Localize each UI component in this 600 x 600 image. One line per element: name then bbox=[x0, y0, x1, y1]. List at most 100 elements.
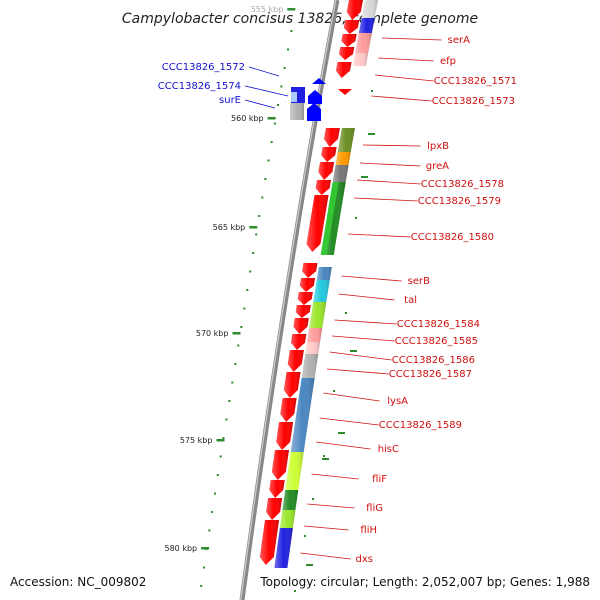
ring-dot bbox=[208, 529, 211, 532]
ring-dot bbox=[225, 418, 228, 421]
leader-line bbox=[341, 275, 402, 282]
gene-label-forward: CCC13826_1585 bbox=[395, 336, 478, 347]
ring-dot bbox=[270, 141, 273, 143]
leader-line bbox=[359, 162, 421, 167]
minor-tick bbox=[306, 564, 313, 566]
leader-line bbox=[375, 74, 434, 82]
major-tick bbox=[287, 8, 296, 11]
major-tick bbox=[216, 439, 225, 442]
tick-label: 570 kbp bbox=[196, 329, 229, 338]
gene-label-forward: hisC bbox=[378, 444, 399, 455]
ring-dot bbox=[222, 437, 225, 439]
leader-line bbox=[326, 368, 389, 375]
gene-label-forward: dxs bbox=[356, 554, 373, 565]
leader-line bbox=[338, 293, 395, 301]
gene-label-forward: fliH bbox=[360, 525, 377, 536]
leader-line bbox=[334, 319, 397, 325]
ring-dot bbox=[287, 48, 290, 51]
ring-dot bbox=[304, 535, 306, 537]
ring-dot bbox=[219, 455, 222, 458]
ring-dot bbox=[273, 122, 276, 125]
ring-dot bbox=[261, 196, 264, 199]
forward-gene-arrow bbox=[338, 89, 352, 95]
ring-dot bbox=[243, 307, 246, 310]
gene-label-forward: tal bbox=[404, 295, 417, 306]
gene-label-forward: fliF bbox=[372, 474, 387, 485]
ring-dot bbox=[371, 90, 373, 92]
ring-dot bbox=[246, 289, 249, 291]
ring-dot bbox=[211, 511, 214, 513]
gene-label-forward: lysA bbox=[387, 396, 408, 407]
gene-label-forward: CCC13826_1584 bbox=[397, 319, 480, 330]
gene-label-reverse: CCC13826_1574 bbox=[158, 81, 241, 92]
ring-dot bbox=[237, 344, 240, 347]
gene-label-forward: CCC13826_1573 bbox=[432, 96, 515, 107]
ring-dot bbox=[231, 381, 234, 384]
ring-dot bbox=[249, 270, 252, 273]
ring-dot bbox=[323, 455, 325, 457]
gene-label-forward: CCC13826_1571 bbox=[434, 76, 517, 87]
ring-dot bbox=[312, 498, 314, 500]
leader-line bbox=[319, 417, 379, 426]
gene-label-forward: CCC13826_1580 bbox=[411, 232, 494, 243]
ring-dot bbox=[202, 566, 205, 569]
leader-line bbox=[244, 99, 276, 109]
ring-dot bbox=[258, 215, 261, 217]
leader-line bbox=[381, 37, 442, 41]
leader-line bbox=[248, 66, 280, 77]
ring-dot bbox=[280, 85, 283, 88]
ring-dot bbox=[213, 492, 216, 495]
gene-label-forward: greA bbox=[426, 161, 449, 172]
gene-label-forward: CCC13826_1587 bbox=[389, 369, 472, 380]
ring-dot bbox=[234, 363, 237, 365]
ring-dot bbox=[294, 590, 296, 592]
gene-label-forward: serA bbox=[448, 35, 470, 46]
accession-text: Accession: NC_009802 bbox=[10, 575, 146, 589]
major-tick bbox=[249, 226, 258, 229]
leader-line bbox=[331, 335, 395, 342]
leader-line bbox=[244, 85, 289, 97]
gene-labels: serA efp CCC13826_1571 CCC13826_1573 lpxB gre… bbox=[158, 35, 517, 565]
gene-label-forward: CCC13826_1586 bbox=[392, 355, 475, 366]
ring-dot bbox=[333, 390, 335, 392]
genome-backbone bbox=[239, 0, 340, 600]
outer-dotted-ring bbox=[200, 30, 373, 592]
ring-dot bbox=[277, 104, 280, 106]
minor-tick bbox=[322, 458, 329, 460]
leader-line bbox=[354, 197, 418, 202]
ring-dot bbox=[355, 217, 357, 219]
leader-line bbox=[371, 95, 432, 102]
tick-label: 560 kbp bbox=[231, 114, 264, 123]
reverse-gene-arrow bbox=[308, 90, 322, 104]
major-tick bbox=[201, 547, 210, 550]
leader-line bbox=[348, 233, 411, 238]
leader-line bbox=[357, 179, 421, 185]
major-tick bbox=[232, 332, 241, 335]
ring-dot bbox=[345, 312, 347, 314]
gene-label-forward: serB bbox=[408, 276, 430, 287]
gene-label-forward: lpxB bbox=[427, 141, 449, 152]
leader-line bbox=[311, 473, 359, 480]
tick-label: 555 kbp bbox=[251, 5, 284, 14]
gene-label-forward: efp bbox=[440, 56, 456, 67]
tick-label: 565 kbp bbox=[213, 223, 246, 232]
leader-line bbox=[304, 525, 349, 531]
ring-dot bbox=[200, 585, 203, 587]
scale-ticks: 555 kbp 560 kbp 565 kbp 570 kbp 575 kbp 580 k… bbox=[165, 5, 375, 566]
topology-text: Topology: circular; Length: 2,052,007 bp… bbox=[259, 575, 590, 589]
ring-dot bbox=[264, 178, 267, 180]
minor-tick bbox=[350, 350, 357, 352]
tick-label: 580 kbp bbox=[165, 544, 198, 553]
ring-dot bbox=[252, 252, 255, 254]
gene-label-reverse: surE bbox=[219, 95, 241, 106]
ring-dot bbox=[283, 67, 286, 69]
reverse-strand-genes bbox=[290, 78, 326, 121]
ring-dot bbox=[240, 326, 243, 328]
forward-strand-genes bbox=[259, 0, 363, 565]
ring-dot bbox=[267, 159, 270, 162]
leader-line bbox=[316, 441, 371, 450]
minor-tick bbox=[368, 133, 375, 135]
reverse-gene-arrow bbox=[312, 78, 326, 84]
gene-label-forward: CCC13826_1579 bbox=[418, 196, 501, 207]
